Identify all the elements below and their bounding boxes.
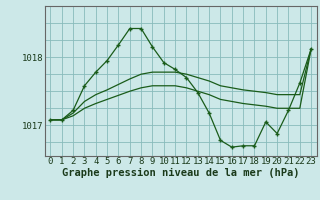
X-axis label: Graphe pression niveau de la mer (hPa): Graphe pression niveau de la mer (hPa)	[62, 168, 300, 178]
